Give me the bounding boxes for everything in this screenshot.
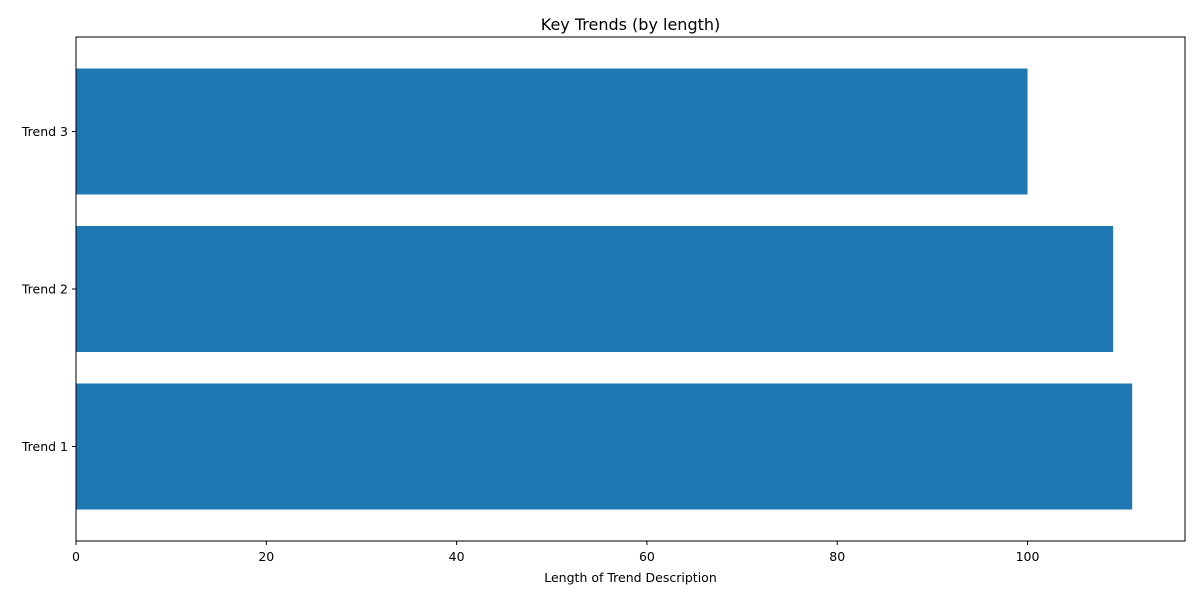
x-tick-label: 100 bbox=[1016, 549, 1040, 564]
chart-title: Key Trends (by length) bbox=[541, 15, 721, 34]
bar-trend-2 bbox=[76, 226, 1114, 352]
y-axis-ticks: Trend 1 Trend 2 Trend 3 bbox=[21, 124, 76, 454]
y-tick-label: Trend 1 bbox=[21, 439, 68, 454]
y-tick-label: Trend 2 bbox=[21, 282, 68, 297]
bars-layer bbox=[76, 68, 1133, 510]
plot-frame bbox=[75, 36, 1186, 542]
x-axis-ticks: 0 20 40 60 80 100 bbox=[72, 541, 1039, 564]
x-tick-label: 40 bbox=[449, 549, 465, 564]
x-tick-label: 0 bbox=[72, 549, 80, 564]
y-tick-label: Trend 3 bbox=[21, 124, 68, 139]
bar-trend-3 bbox=[76, 68, 1028, 195]
x-tick-label: 60 bbox=[639, 549, 655, 564]
x-tick-label: 20 bbox=[258, 549, 274, 564]
x-axis-label: Length of Trend Description bbox=[544, 570, 717, 585]
bar-trend-1 bbox=[76, 383, 1133, 510]
x-tick-label: 80 bbox=[829, 549, 845, 564]
